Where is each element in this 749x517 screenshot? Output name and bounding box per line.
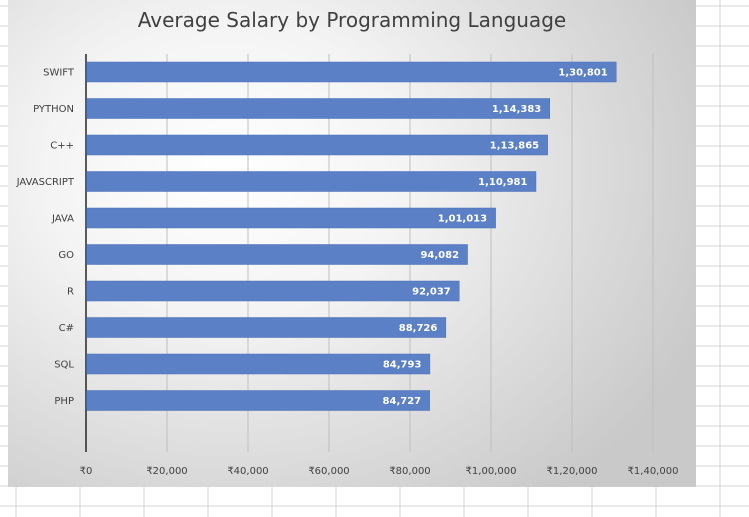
- x-tick-label: ₹1,20,000: [547, 466, 598, 477]
- bar[interactable]: [86, 61, 617, 83]
- category-label: C#: [59, 323, 74, 334]
- plot-area: SWIFT 1,30,801 PYTHON 1,14,383 C++ 1,13,865 JA…: [16, 54, 679, 477]
- bar[interactable]: [86, 207, 496, 229]
- x-tick-label: ₹60,000: [308, 466, 349, 477]
- data-label: 94,082: [420, 250, 459, 261]
- bar[interactable]: [86, 317, 447, 338]
- chart-area[interactable]: Average Salary by Programming Language S…: [8, 0, 696, 487]
- chart-title: Average Salary by Programming Language: [137, 8, 567, 32]
- data-label: 1,13,865: [490, 141, 539, 152]
- data-label: 1,10,981: [478, 177, 527, 188]
- bar[interactable]: [86, 244, 468, 265]
- x-tick-label: ₹20,000: [146, 466, 187, 477]
- data-label: 1,14,383: [492, 104, 541, 115]
- x-tick-label: ₹1,00,000: [466, 466, 517, 477]
- x-tick-label: ₹40,000: [227, 466, 268, 477]
- x-tick-label: ₹1,40,000: [628, 466, 679, 477]
- category-label: SWIFT: [43, 68, 75, 79]
- category-label: JAVASCRIPT: [16, 177, 75, 188]
- data-label: 92,037: [412, 287, 451, 298]
- category-label: C++: [50, 141, 74, 152]
- data-label: 84,727: [383, 396, 422, 407]
- bar[interactable]: [86, 98, 551, 119]
- category-label: JAVA: [51, 214, 74, 225]
- data-label: 84,793: [383, 360, 422, 371]
- category-label: R: [67, 287, 74, 298]
- data-label: 88,726: [399, 323, 438, 334]
- bar[interactable]: [86, 134, 548, 156]
- data-label: 1,01,013: [438, 214, 487, 225]
- category-label: PHP: [54, 396, 74, 407]
- category-label: SQL: [54, 360, 74, 371]
- data-label: 1,30,801: [558, 68, 607, 79]
- bar[interactable]: [86, 353, 431, 375]
- category-label: GO: [58, 250, 74, 261]
- bar[interactable]: [86, 280, 460, 302]
- x-tick-label: ₹80,000: [389, 466, 430, 477]
- x-tick-label: ₹0: [80, 466, 93, 477]
- bar[interactable]: [86, 390, 430, 411]
- category-label: PYTHON: [33, 104, 74, 115]
- bar[interactable]: [86, 171, 537, 192]
